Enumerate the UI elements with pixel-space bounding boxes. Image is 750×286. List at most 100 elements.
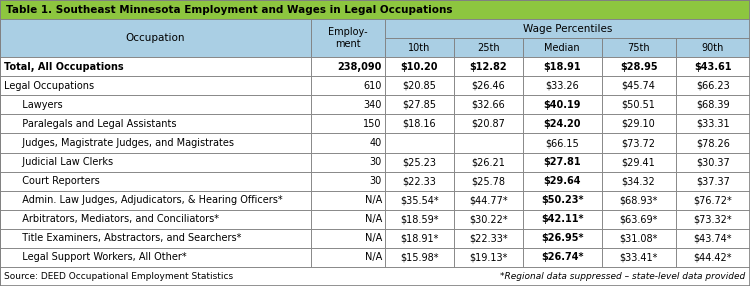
Bar — [523, 76, 602, 95]
Text: $37.37: $37.37 — [696, 176, 730, 186]
Text: $33.26: $33.26 — [545, 81, 579, 91]
Bar — [454, 95, 523, 114]
Text: 610: 610 — [363, 81, 382, 91]
Bar — [602, 57, 676, 76]
Text: N/A: N/A — [364, 233, 382, 243]
Bar — [523, 134, 602, 152]
Bar — [676, 229, 750, 248]
Text: $33.41*: $33.41* — [620, 253, 658, 262]
Text: 90th: 90th — [702, 43, 724, 53]
Bar — [311, 134, 385, 152]
Bar — [0, 0, 750, 19]
Text: Employ-
ment: Employ- ment — [328, 27, 368, 49]
Bar — [602, 134, 676, 152]
Text: $22.33: $22.33 — [402, 176, 436, 186]
Text: $63.69*: $63.69* — [620, 214, 658, 224]
Text: $25.78: $25.78 — [471, 176, 506, 186]
Text: $76.72*: $76.72* — [694, 195, 732, 205]
Text: $26.95*: $26.95* — [541, 233, 584, 243]
Text: Paralegals and Legal Assistants: Paralegals and Legal Assistants — [16, 119, 177, 129]
Bar — [454, 172, 523, 191]
Bar — [454, 191, 523, 210]
Bar — [0, 172, 311, 191]
Bar — [385, 134, 454, 152]
Text: $19.13*: $19.13* — [469, 253, 508, 262]
Text: $29.10: $29.10 — [622, 119, 656, 129]
Text: $29.41: $29.41 — [622, 157, 656, 167]
Text: 150: 150 — [363, 119, 382, 129]
Bar — [385, 210, 454, 229]
Text: $42.11*: $42.11* — [541, 214, 584, 224]
Bar — [311, 19, 385, 57]
Text: $18.16: $18.16 — [403, 119, 436, 129]
Bar — [311, 210, 385, 229]
Bar — [311, 57, 385, 76]
Text: $20.87: $20.87 — [471, 119, 506, 129]
Bar — [602, 114, 676, 134]
Text: Total, All Occupations: Total, All Occupations — [4, 62, 124, 72]
Text: $25.23: $25.23 — [402, 157, 436, 167]
Text: $22.33*: $22.33* — [469, 233, 508, 243]
Text: 30: 30 — [370, 176, 382, 186]
Text: $68.93*: $68.93* — [620, 195, 658, 205]
Bar — [311, 114, 385, 134]
Text: $24.20: $24.20 — [543, 119, 580, 129]
Text: Court Reporters: Court Reporters — [16, 176, 101, 186]
Text: $18.91*: $18.91* — [400, 233, 439, 243]
Text: Legal Support Workers, All Other*: Legal Support Workers, All Other* — [16, 253, 188, 262]
Text: $26.21: $26.21 — [471, 157, 506, 167]
Bar — [676, 134, 750, 152]
Bar — [385, 191, 454, 210]
Text: Title Examiners, Abstractors, and Searchers*: Title Examiners, Abstractors, and Search… — [16, 233, 242, 243]
Text: 238,090: 238,090 — [338, 62, 382, 72]
Bar — [523, 57, 602, 76]
Bar — [385, 19, 750, 38]
Text: 30: 30 — [370, 157, 382, 167]
Text: $32.66: $32.66 — [471, 100, 506, 110]
Bar — [602, 76, 676, 95]
Bar — [0, 229, 311, 248]
Bar — [0, 134, 311, 152]
Text: 40: 40 — [370, 138, 382, 148]
Text: $73.32*: $73.32* — [694, 214, 732, 224]
Text: 75th: 75th — [627, 43, 650, 53]
Bar — [385, 248, 454, 267]
Bar — [676, 172, 750, 191]
Bar — [454, 114, 523, 134]
Text: $20.85: $20.85 — [402, 81, 436, 91]
Text: 340: 340 — [363, 100, 382, 110]
Text: $18.59*: $18.59* — [400, 214, 439, 224]
Bar — [676, 57, 750, 76]
Bar — [523, 152, 602, 172]
Bar — [523, 229, 602, 248]
Text: Judges, Magistrate Judges, and Magistrates: Judges, Magistrate Judges, and Magistrat… — [16, 138, 235, 148]
Text: Admin. Law Judges, Adjudicators, & Hearing Officers*: Admin. Law Judges, Adjudicators, & Heari… — [16, 195, 284, 205]
Bar — [0, 95, 311, 114]
Bar — [311, 229, 385, 248]
Text: $15.98*: $15.98* — [400, 253, 439, 262]
Text: $66.15: $66.15 — [545, 138, 579, 148]
Text: Occupation: Occupation — [126, 33, 185, 43]
Bar — [454, 57, 523, 76]
Bar — [0, 114, 311, 134]
Bar — [454, 76, 523, 95]
Text: $30.22*: $30.22* — [469, 214, 508, 224]
Bar — [602, 229, 676, 248]
Text: Legal Occupations: Legal Occupations — [4, 81, 94, 91]
Bar — [385, 57, 454, 76]
Text: Judicial Law Clerks: Judicial Law Clerks — [16, 157, 114, 167]
Bar — [676, 76, 750, 95]
Text: $31.08*: $31.08* — [620, 233, 658, 243]
Text: $30.37: $30.37 — [696, 157, 730, 167]
Text: $35.54*: $35.54* — [400, 195, 439, 205]
Bar — [0, 248, 311, 267]
Text: $10.20: $10.20 — [400, 62, 438, 72]
Bar — [454, 152, 523, 172]
Text: $44.42*: $44.42* — [694, 253, 732, 262]
Text: *Regional data suppressed – state-level data provided: *Regional data suppressed – state-level … — [500, 272, 746, 281]
Text: $27.85: $27.85 — [402, 100, 436, 110]
Bar — [385, 172, 454, 191]
Text: $50.51: $50.51 — [622, 100, 656, 110]
Bar — [523, 172, 602, 191]
Bar — [385, 229, 454, 248]
